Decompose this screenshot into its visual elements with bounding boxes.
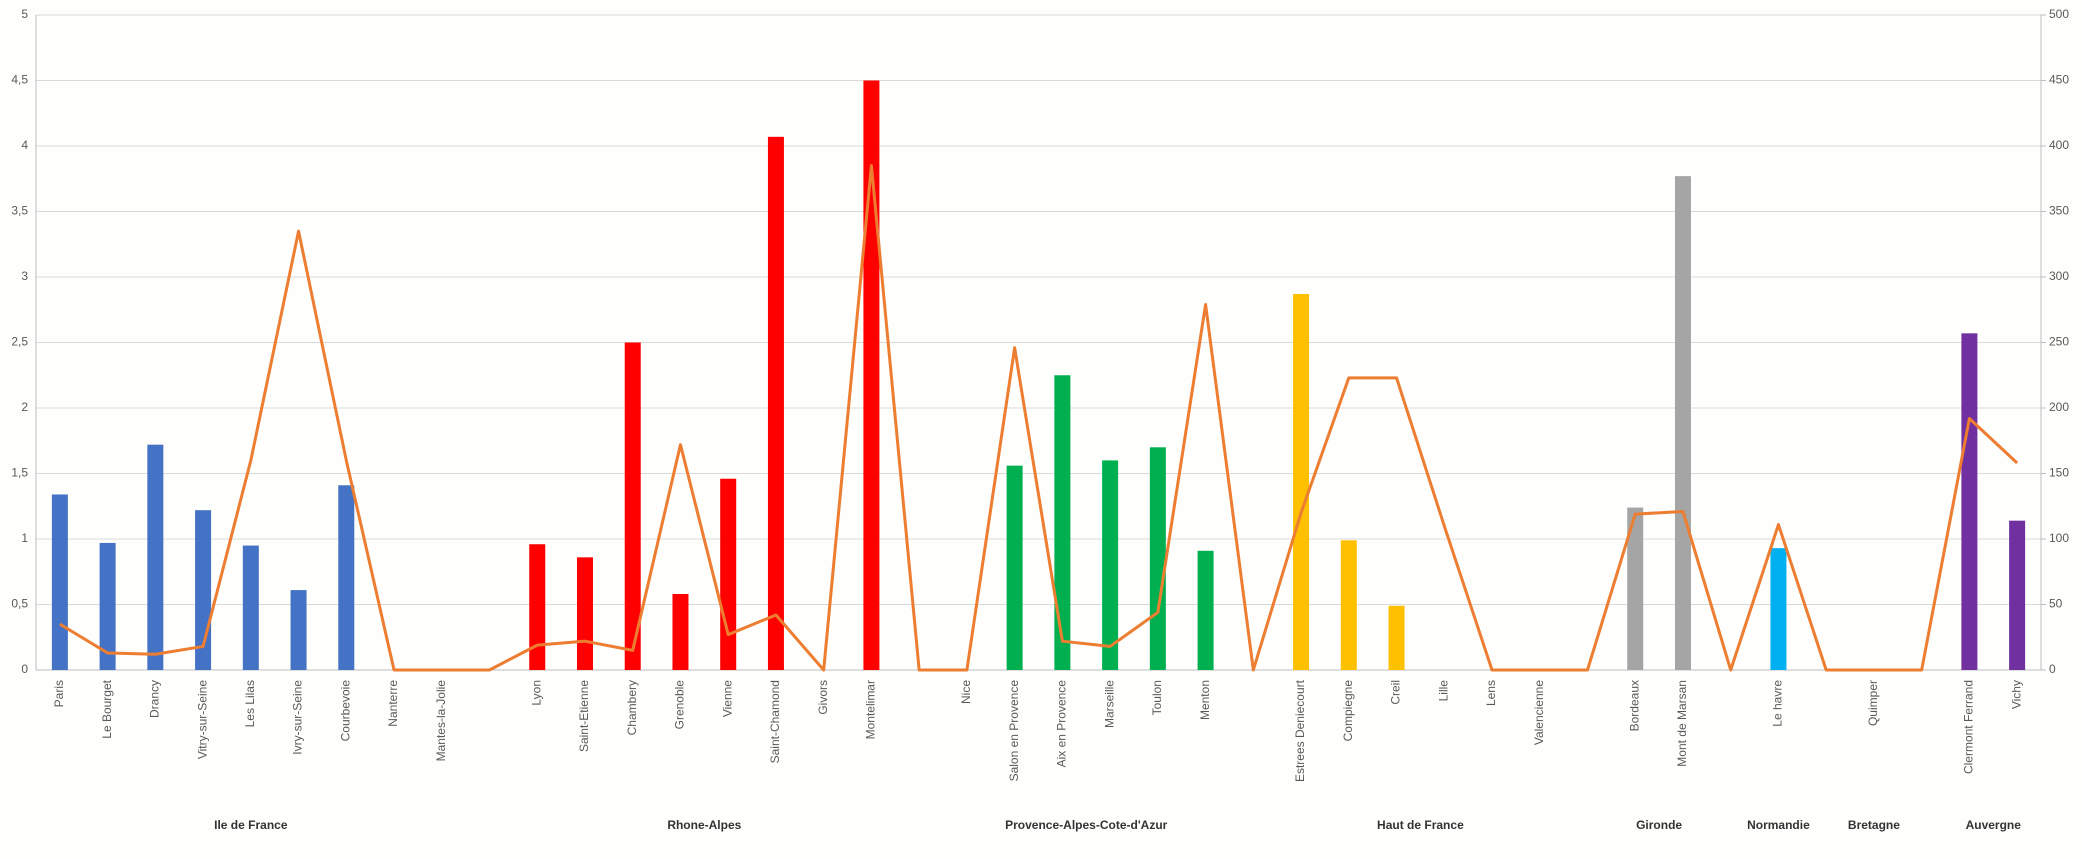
bar [720, 478, 737, 670]
y-tick-label: 4,5 [11, 73, 28, 87]
x-tick-label: Les Lilas [243, 680, 257, 727]
x-tick-label: Le Bourget [100, 679, 114, 738]
x-tick-label: Mantes-la-Jolie [434, 680, 448, 762]
x-tick-label: Quimper [1866, 680, 1880, 726]
group-label: Bretagne [1848, 818, 1900, 832]
bar [99, 542, 116, 670]
bar [576, 557, 593, 670]
y-tick-label: 2 [21, 400, 28, 414]
group-label: Auvergne [1966, 818, 2022, 832]
x-tick-label: Grenoble [673, 680, 687, 730]
bar [51, 494, 68, 670]
x-tick-label: Vitry-sur-Seine [195, 680, 209, 759]
x-tick-label: Drancy [148, 680, 162, 718]
line [59, 164, 2019, 672]
x-tick-label: Menton [1198, 680, 1212, 720]
x-tick-label: Valencienne [1532, 680, 1546, 745]
x-tick-label: Chambery [625, 680, 639, 735]
y-tick-label: 1 [21, 531, 28, 545]
x-tick-label: Lens [1484, 680, 1498, 706]
bar [1770, 548, 1787, 670]
bar [767, 136, 784, 670]
bar [863, 80, 880, 670]
bar [1054, 375, 1071, 670]
bar [147, 444, 164, 670]
group-label: Provence-Alpes-Cote-d'Azur [1005, 818, 1168, 832]
bar [672, 594, 689, 670]
x-tick-label: Montelimar [864, 680, 878, 739]
x-tick-label: Nice [959, 680, 973, 704]
y2-tick-label: 100 [2049, 531, 2069, 545]
group-label: Rhone-Alpes [667, 818, 741, 832]
bar [242, 545, 259, 670]
y-tick-label: 3,5 [11, 204, 28, 218]
x-tick-label: Toulon [1150, 680, 1164, 715]
bar [529, 544, 546, 670]
x-tick-label: Givors [816, 680, 830, 715]
x-tick-label: Marseille [1102, 680, 1116, 728]
x-tick-label: Estrees Deniecourt [1293, 679, 1307, 782]
bar [2009, 520, 2026, 670]
bar [1340, 540, 1357, 670]
x-tick-label: Ivry-sur-Seine [291, 680, 305, 755]
y2-tick-label: 500 [2049, 7, 2069, 21]
x-tick-label: Creil [1389, 680, 1403, 705]
x-tick-label: Vichy [2009, 680, 2023, 709]
y2-tick-label: 300 [2049, 269, 2069, 283]
y-tick-label: 0 [21, 662, 28, 676]
x-tick-label: Saint-Chamond [768, 680, 782, 763]
y2-tick-label: 400 [2049, 138, 2069, 152]
y2-tick-label: 350 [2049, 204, 2069, 218]
bar [1197, 550, 1214, 670]
bar [1149, 447, 1166, 670]
y-tick-label: 3 [21, 269, 28, 283]
bar [1006, 465, 1023, 670]
x-tick-label: Le havre [1771, 680, 1785, 727]
bar [1102, 460, 1119, 670]
y2-tick-label: 150 [2049, 466, 2069, 480]
group-label: Ile de France [214, 818, 288, 832]
x-tick-label: Aix en Provence [1055, 680, 1069, 768]
bar [1293, 294, 1310, 670]
bar [624, 342, 641, 670]
group-label: Gironde [1636, 818, 1682, 832]
y-tick-label: 4 [21, 138, 28, 152]
y-tick-label: 2,5 [11, 335, 28, 349]
x-tick-label: Lille [1436, 680, 1450, 702]
bar [1627, 507, 1644, 670]
x-tick-label: Mont de Marsan [1675, 680, 1689, 767]
bar [290, 590, 307, 670]
bar [1674, 176, 1691, 670]
bar [1961, 333, 1978, 670]
x-tick-label: Courbevoie [338, 680, 352, 742]
y2-tick-label: 0 [2049, 662, 2056, 676]
y-tick-label: 1,5 [11, 466, 28, 480]
x-tick-label: Nanterre [386, 680, 400, 727]
x-tick-label: Paris [52, 680, 66, 707]
x-tick-label: Vienne [720, 680, 734, 717]
group-label: Normandie [1747, 818, 1810, 832]
x-tick-label: Lyon [529, 680, 543, 706]
y-tick-label: 0,5 [11, 597, 28, 611]
x-tick-label: Salon en Provence [1007, 680, 1021, 782]
y2-tick-label: 450 [2049, 73, 2069, 87]
y2-tick-label: 50 [2049, 597, 2063, 611]
x-tick-label: Clermont Ferrand [1962, 680, 1976, 774]
y2-tick-label: 250 [2049, 335, 2069, 349]
y-tick-label: 5 [21, 7, 28, 21]
x-tick-label: Bordeaux [1627, 680, 1641, 731]
bar [1388, 605, 1405, 670]
x-tick-label: Saint-Etienne [577, 680, 591, 752]
x-tick-label: Compiegne [1341, 680, 1355, 742]
group-label: Haut de France [1377, 818, 1464, 832]
y2-tick-label: 200 [2049, 400, 2069, 414]
bar [338, 485, 355, 670]
